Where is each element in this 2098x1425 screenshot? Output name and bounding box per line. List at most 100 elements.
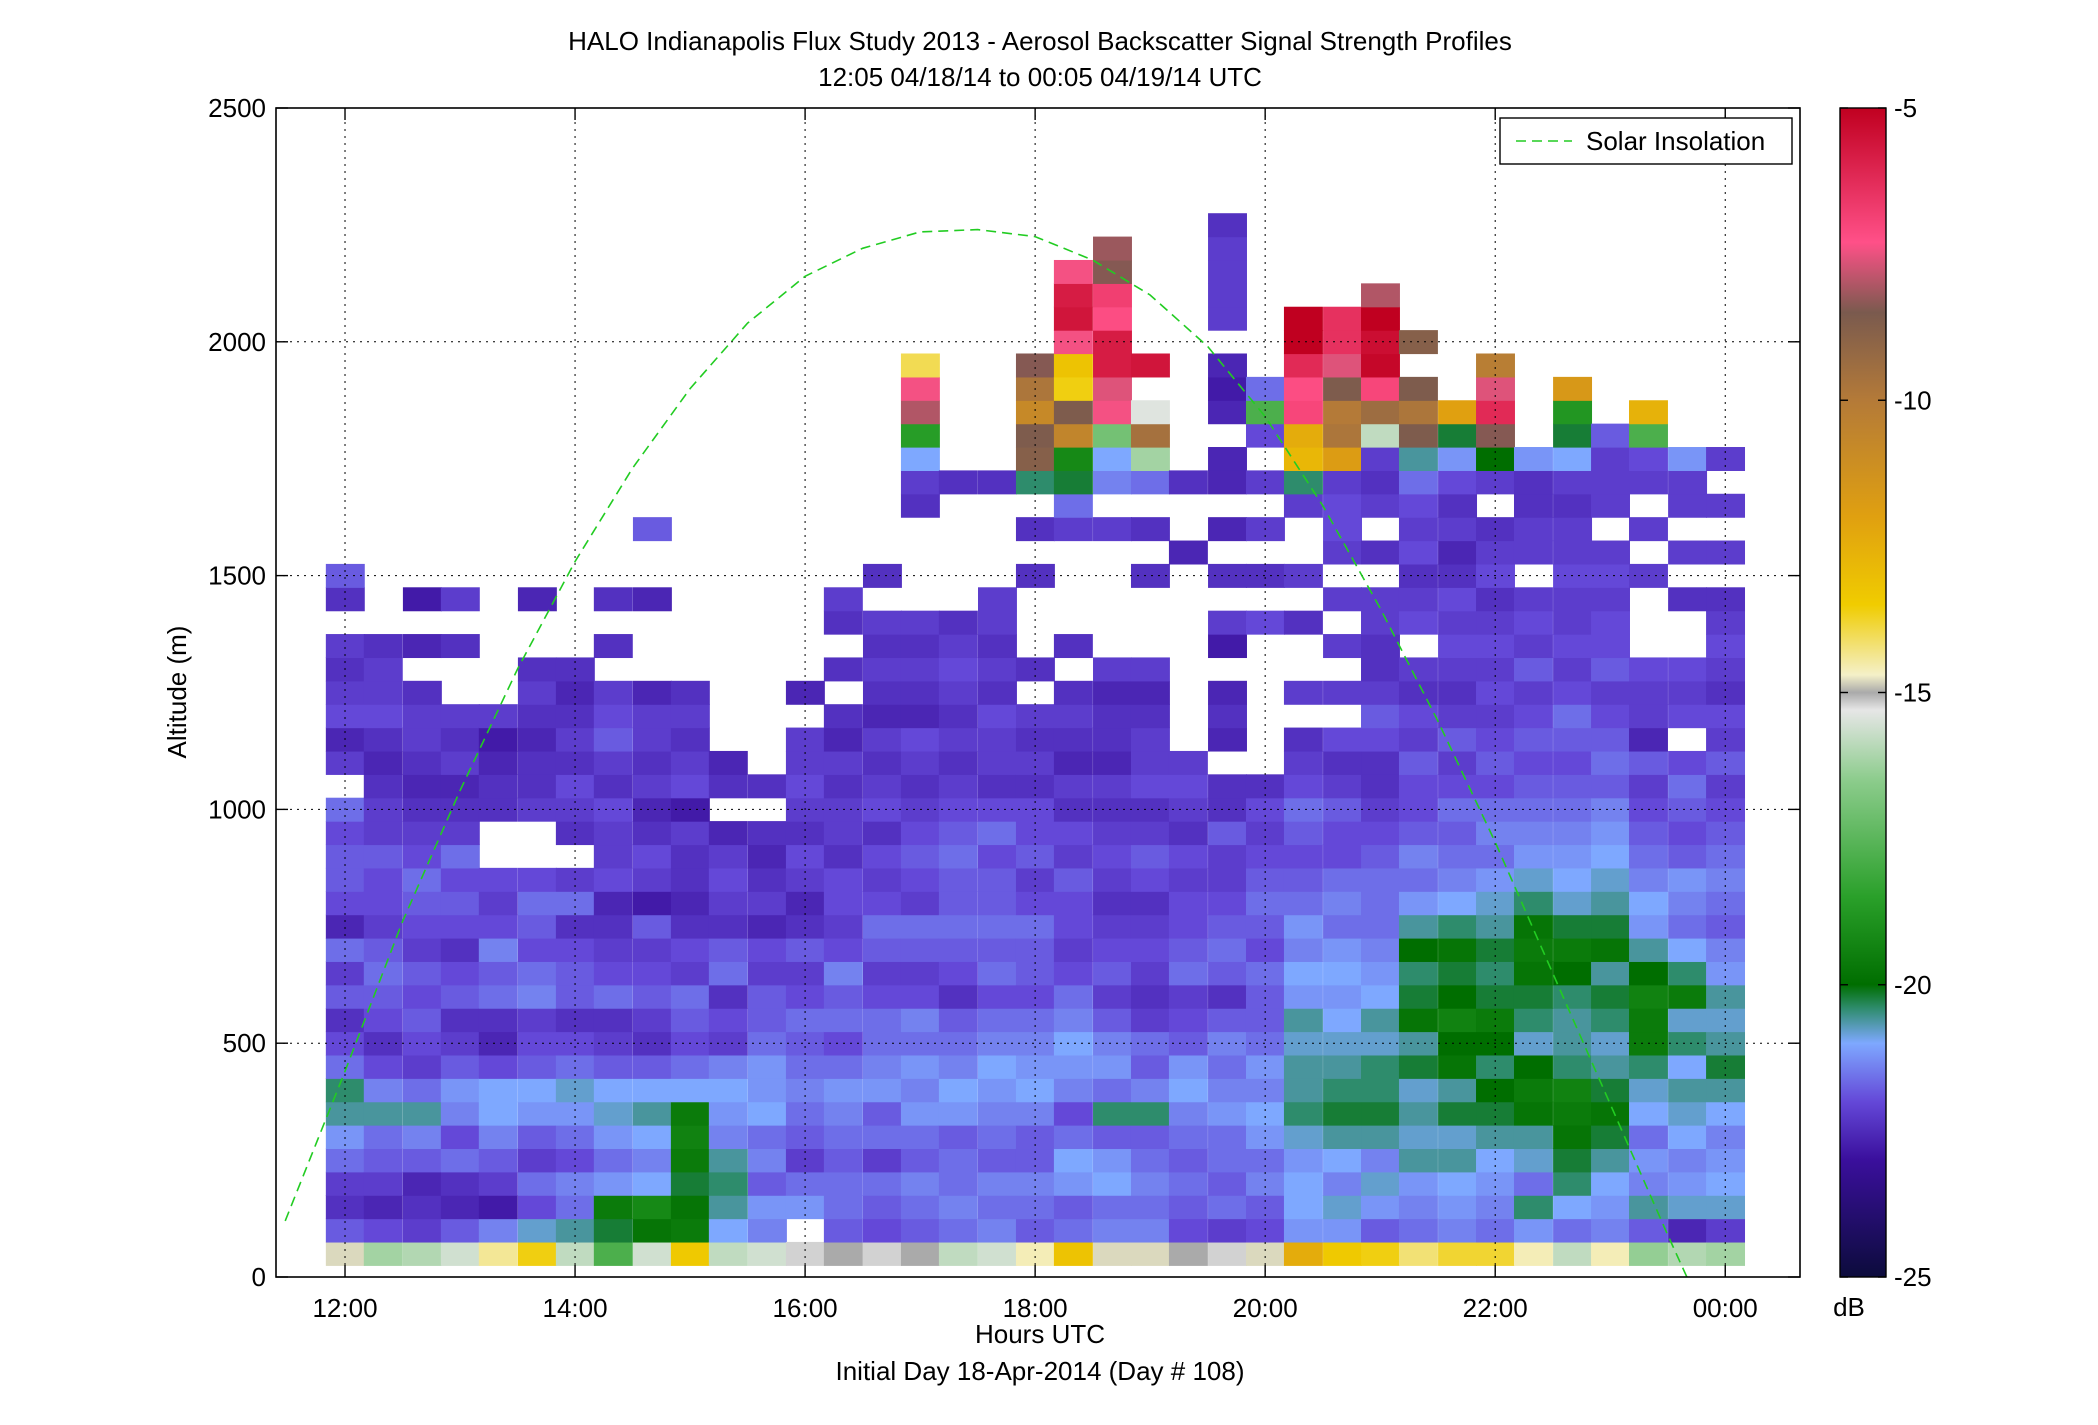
heatmap-cell <box>900 680 940 705</box>
heatmap-cell <box>1668 680 1708 705</box>
heatmap-cell <box>1015 423 1055 448</box>
heatmap-cell <box>402 1195 442 1220</box>
heatmap-cell <box>593 1218 633 1243</box>
heatmap-cell <box>1208 259 1247 284</box>
x-axis-sublabel: Initial Day 18-Apr-2014 (Day # 108) <box>836 1356 1245 1386</box>
heatmap-cell <box>1361 750 1400 775</box>
heatmap-cell <box>747 1101 787 1126</box>
heatmap-cell <box>708 1148 748 1173</box>
heatmap-cell <box>593 634 633 659</box>
heatmap-cell <box>1323 634 1362 659</box>
heatmap-cell <box>1323 1195 1362 1220</box>
heatmap-cell <box>747 984 787 1009</box>
heatmap-cell <box>1130 517 1170 542</box>
heatmap-cell <box>900 634 940 659</box>
heatmap-cell <box>1361 1101 1400 1126</box>
heatmap-cell <box>1015 750 1055 775</box>
heatmap-cell <box>938 1125 978 1150</box>
heatmap-cell <box>823 1054 863 1079</box>
heatmap-cell <box>1245 470 1285 495</box>
heatmap-cell <box>1553 400 1593 425</box>
heatmap-cell <box>938 1218 978 1243</box>
heatmap-cell <box>862 1101 902 1126</box>
heatmap-cell <box>1245 563 1285 588</box>
heatmap-cell <box>1398 423 1438 448</box>
heatmap-cell <box>1053 1125 1093 1150</box>
heatmap-cell <box>1361 1078 1400 1103</box>
heatmap-cell <box>1323 797 1362 822</box>
heatmap-cell <box>363 657 403 682</box>
heatmap-cell <box>1208 867 1247 892</box>
heatmap-cell <box>1706 750 1746 775</box>
heatmap-cell <box>823 937 863 962</box>
heatmap-cell <box>1130 1054 1170 1079</box>
heatmap-cell <box>1283 1171 1323 1196</box>
heatmap-cell <box>938 1101 978 1126</box>
heatmap-cell <box>1476 961 1515 986</box>
heatmap-cell <box>1130 1171 1170 1196</box>
heatmap-cell <box>402 867 442 892</box>
heatmap-cell <box>670 1171 710 1196</box>
heatmap-cell <box>1706 680 1746 705</box>
heatmap-cell <box>1053 376 1093 401</box>
heatmap-cell <box>747 914 787 939</box>
heatmap-cell <box>1398 1218 1438 1243</box>
heatmap-cell <box>1323 1078 1362 1103</box>
heatmap-cell <box>1093 891 1132 916</box>
heatmap-cell <box>1591 1008 1630 1033</box>
heatmap-cell <box>440 750 480 775</box>
heatmap-cell <box>670 750 710 775</box>
heatmap-cell <box>1361 400 1400 425</box>
heatmap-cell <box>1591 821 1630 846</box>
heatmap-cell <box>1668 704 1708 729</box>
heatmap-cell <box>1361 867 1400 892</box>
heatmap-cell <box>1053 1218 1093 1243</box>
heatmap-cell <box>747 867 787 892</box>
heatmap-cell <box>363 844 403 869</box>
heatmap-cell <box>1093 423 1132 448</box>
heatmap-cell <box>900 423 940 448</box>
heatmap-cell <box>1668 1171 1708 1196</box>
heatmap-cell <box>1476 1148 1515 1173</box>
heatmap-cell <box>1438 1148 1478 1173</box>
heatmap-cell <box>1093 1195 1132 1220</box>
heatmap-cell <box>1168 867 1208 892</box>
heatmap-cell <box>900 447 940 471</box>
heatmap-cell <box>1208 821 1247 846</box>
heatmap-cell <box>402 937 442 962</box>
plot-frame <box>275 107 1801 1278</box>
heatmap-cell <box>747 1148 787 1173</box>
heatmap-cell <box>862 680 902 705</box>
heatmap-cell <box>1553 774 1593 799</box>
heatmap-cell <box>1283 914 1323 939</box>
heatmap-cell <box>1438 493 1478 518</box>
heatmap-cell <box>632 727 672 752</box>
heatmap-cell <box>1361 330 1400 355</box>
heatmap-cell <box>632 1078 672 1103</box>
heatmap-cell <box>1245 1008 1285 1033</box>
heatmap-cell <box>1398 1078 1438 1103</box>
heatmap-cell <box>440 1101 480 1126</box>
heatmap-cell <box>1168 891 1208 916</box>
heatmap-cell <box>1438 563 1478 588</box>
heatmap-cell <box>1361 610 1400 635</box>
heatmap-cell <box>1398 1101 1438 1126</box>
heatmap-cell <box>1553 1195 1593 1220</box>
heatmap-cell <box>978 1171 1017 1196</box>
heatmap-cell <box>1438 1195 1478 1220</box>
heatmap-cell <box>862 1054 902 1079</box>
heatmap-cell <box>1283 844 1323 869</box>
heatmap-cell <box>938 1031 978 1056</box>
heatmap-cell <box>517 867 557 892</box>
heatmap-cell <box>478 914 518 939</box>
heatmap-cell <box>1323 330 1362 355</box>
heatmap-cell <box>1361 891 1400 916</box>
heatmap-cell <box>1591 1241 1630 1266</box>
heatmap-cell <box>1438 657 1478 682</box>
heatmap-cell <box>363 891 403 916</box>
heatmap-cell <box>555 680 595 705</box>
heatmap-cell <box>1629 1008 1668 1033</box>
heatmap-cell <box>1706 821 1746 846</box>
heatmap-cell <box>708 1031 748 1056</box>
heatmap-cell <box>1283 1101 1323 1126</box>
